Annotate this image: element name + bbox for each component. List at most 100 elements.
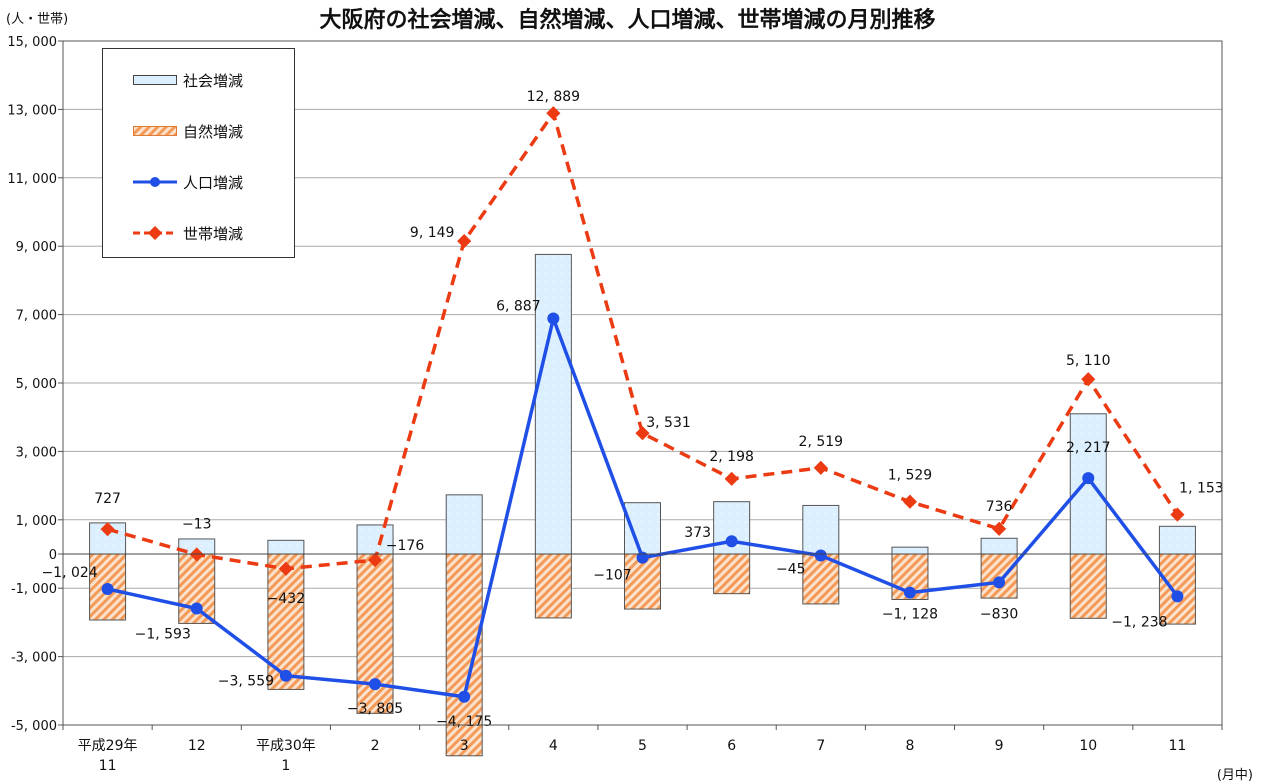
population-point — [814, 549, 827, 562]
x-tick-label: 2 — [371, 738, 380, 754]
household-data-label: −176 — [386, 538, 425, 554]
household-data-label: 5, 110 — [1066, 353, 1111, 369]
population-point — [1171, 590, 1184, 603]
household-data-label: 9, 149 — [410, 225, 455, 241]
x-tick-label: 6 — [727, 738, 736, 754]
legend-swatch-population — [133, 177, 177, 187]
population-point — [458, 690, 471, 703]
y-tick-label: 15, 000 — [7, 35, 57, 50]
population-data-label: −830 — [980, 606, 1018, 622]
household-point — [546, 106, 561, 121]
population-point — [279, 669, 292, 682]
chart-title: 大阪府の社会増減、自然増減、人口増減、世帯増減の月別推移 — [319, 8, 936, 33]
x-tick-label: 4 — [549, 738, 558, 754]
bar-social-increase — [891, 546, 929, 555]
x-tick-label: 11 — [1169, 738, 1187, 754]
population-data-label: −107 — [593, 568, 631, 584]
bar-social-increase — [980, 537, 1018, 555]
household-data-label: −432 — [267, 591, 305, 607]
household-point — [457, 234, 472, 249]
bar-social-increase — [267, 539, 305, 555]
household-point — [724, 471, 739, 486]
population-point — [725, 535, 738, 548]
legend-label-household: 世帯増減 — [183, 225, 244, 243]
population-data-label: −45 — [776, 562, 806, 578]
population-data-label: −1, 238 — [1111, 614, 1167, 630]
household-data-label: 736 — [986, 499, 1013, 515]
x-tick-label: 7 — [816, 738, 825, 754]
bar-natural-increase — [534, 553, 572, 619]
legend-label-population: 人口増減 — [183, 174, 244, 192]
household-data-label: 2, 198 — [709, 449, 754, 465]
y-tick-label: -1, 000 — [11, 582, 57, 597]
y-tick-label: 9, 000 — [16, 240, 57, 255]
population-point — [369, 678, 382, 691]
y-tick-label: -5, 000 — [11, 719, 57, 734]
household-point — [1081, 372, 1096, 387]
population-data-label: −1, 024 — [41, 565, 97, 581]
household-data-label: 2, 519 — [799, 434, 844, 450]
population-point — [547, 312, 560, 325]
household-point — [635, 426, 650, 441]
y-tick-label: 3, 000 — [16, 445, 57, 460]
population-point — [101, 583, 114, 596]
bar-natural-increase — [1069, 553, 1107, 619]
legend-item-social: 社会増減 — [103, 67, 296, 93]
legend-label-social: 社会増減 — [183, 72, 244, 90]
bar-social-increase — [1158, 525, 1196, 555]
y-tick-label: -3, 000 — [11, 651, 57, 666]
population-data-label: −3, 559 — [218, 674, 274, 690]
x-tick-label: 8 — [906, 738, 915, 754]
legend-item-natural: 自然増減 — [103, 118, 296, 144]
x-tick-label: 平成29年 11 — [78, 738, 138, 774]
y-tick-label: 5, 000 — [16, 377, 57, 392]
population-data-label: 2, 217 — [1066, 440, 1111, 456]
household-data-label: 727 — [94, 491, 121, 507]
household-point — [813, 460, 828, 475]
y-tick-label: 1, 000 — [16, 514, 57, 529]
x-tick-label: 9 — [995, 738, 1004, 754]
population-data-label: −3, 805 — [347, 701, 403, 717]
household-point — [992, 521, 1007, 536]
legend-swatch-household — [133, 226, 177, 240]
bar-natural-increase — [445, 553, 483, 757]
household-point — [367, 552, 383, 568]
population-point — [903, 586, 916, 599]
y-tick-label: 11, 000 — [7, 172, 57, 187]
household-data-label: 3, 531 — [646, 415, 691, 431]
household-data-label: 1, 153 — [1179, 481, 1224, 497]
legend: 社会増減 自然増減 人口増減 世帯増減 — [102, 48, 295, 258]
population-point — [636, 551, 649, 564]
population-point — [1082, 472, 1095, 485]
legend-item-household: 世帯増減 — [103, 220, 296, 246]
population-data-label: 6, 887 — [496, 298, 541, 314]
bar-social-increase — [356, 524, 394, 555]
x-tick-label: 5 — [638, 738, 647, 754]
y-tick-label: 7, 000 — [16, 309, 57, 324]
x-tick-label: 平成30年 1 — [256, 738, 316, 774]
bar-social-increase — [534, 253, 572, 555]
household-point — [902, 494, 918, 509]
population-data-label: −4, 175 — [436, 714, 492, 730]
x-axis-unit: (月中) — [1216, 768, 1253, 783]
population-point — [190, 602, 203, 615]
x-tick-label: 12 — [188, 738, 206, 754]
population-data-label: −1, 128 — [882, 607, 938, 623]
bar-natural-increase — [980, 553, 1018, 599]
population-point — [993, 576, 1006, 589]
y-axis-unit: (人・世帯) — [6, 12, 69, 27]
household-data-label: −13 — [182, 516, 212, 532]
bar-natural-increase — [1158, 553, 1196, 625]
y-tick-label: 0 — [49, 548, 57, 563]
x-tick-label: 3 — [460, 738, 469, 754]
household-point — [100, 522, 115, 537]
legend-swatch-social — [133, 75, 177, 85]
legend-swatch-natural — [133, 126, 177, 136]
household-data-label: 12, 889 — [527, 89, 580, 105]
household-data-label: 1, 529 — [888, 468, 933, 484]
bar-social-increase — [445, 494, 483, 555]
population-data-label: −1, 593 — [135, 626, 191, 642]
x-tick-label: 10 — [1079, 738, 1097, 754]
household-point — [1170, 507, 1185, 522]
